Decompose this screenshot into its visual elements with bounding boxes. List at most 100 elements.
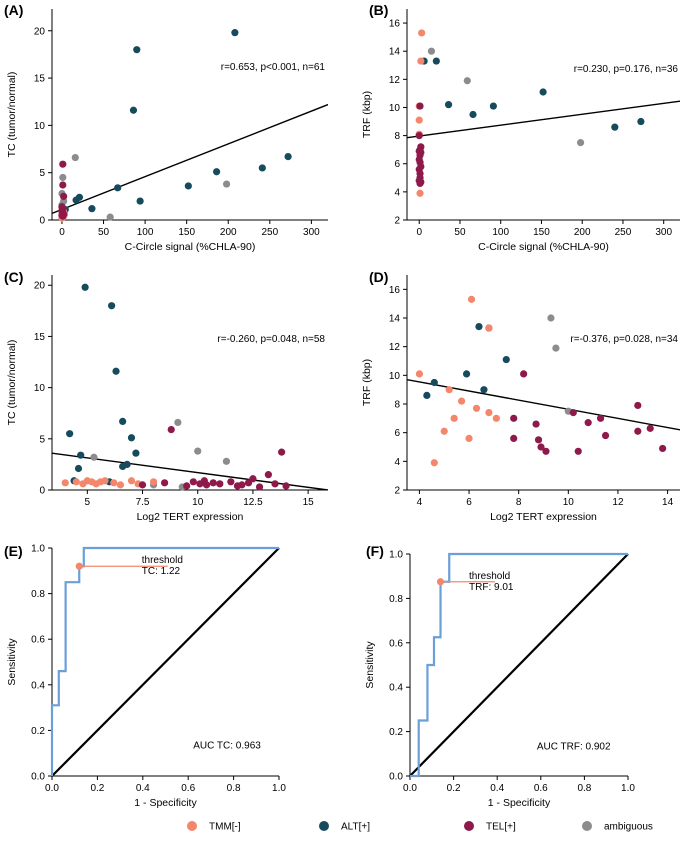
legend-marker [464, 821, 474, 831]
x-tick-label: 300 [655, 227, 672, 238]
point-tmm [116, 481, 125, 489]
point-ambiguous [463, 77, 471, 85]
legend-item-ambiguous: ambiguous [582, 821, 653, 833]
point-tmm [440, 427, 448, 435]
x-tick-label: 10 [192, 497, 204, 508]
point-tel [255, 483, 264, 491]
point-tel [596, 414, 605, 422]
regression-line [407, 378, 680, 431]
point-tel [646, 424, 654, 432]
x-tick-label: 10 [563, 497, 575, 508]
x-tick-label: 100 [137, 227, 154, 238]
y-tick-label: 0.4 [389, 683, 403, 694]
point-tmm [415, 370, 424, 378]
point-ambiguous [174, 418, 182, 427]
y-tick-label: 0.6 [31, 635, 45, 646]
point-alt [430, 378, 438, 387]
y-tick-label: 16 [389, 285, 401, 296]
threshold-value: TC: 1.22 [142, 566, 181, 577]
point-alt [469, 110, 477, 119]
roc-curve [50, 546, 279, 776]
point-tel [59, 160, 67, 168]
point-alt [462, 370, 471, 378]
point-ambiguous [547, 314, 555, 322]
y-tick-label: 0.2 [389, 727, 403, 738]
panel-label: (D) [369, 269, 388, 285]
legend-marker [319, 821, 329, 831]
point-alt [88, 205, 96, 213]
point-tmm [445, 386, 453, 394]
panel-label: (C) [4, 269, 23, 285]
point-tel [244, 479, 253, 487]
point-tel [189, 478, 197, 486]
point-alt [123, 460, 131, 469]
y-tick-label: 0 [39, 486, 45, 497]
point-tmm [430, 459, 438, 467]
point-ambiguous [427, 47, 436, 55]
y-tick-label: 4 [394, 457, 400, 468]
x-axis-label: 1 - Specificity [134, 797, 197, 809]
point-alt [133, 46, 141, 54]
y-tick-label: 10 [34, 383, 46, 394]
y-tick-label: 8 [394, 400, 400, 411]
point-tel [161, 479, 169, 487]
point-ambiguous [106, 213, 114, 221]
point-alt [112, 367, 120, 375]
y-tick-label: 0 [39, 216, 45, 227]
y-tick-label: 0.2 [31, 726, 45, 737]
point-tel [233, 482, 242, 490]
x-tick-label: 8 [516, 497, 522, 508]
x-tick-label: 200 [220, 227, 237, 238]
y-tick-label: 8 [394, 131, 400, 142]
stats-annotation: r=-0.376, p=0.028, n=34 [570, 334, 678, 345]
regression-line [407, 100, 680, 139]
y-tick-label: 20 [34, 281, 46, 292]
point-tmm [110, 479, 118, 487]
point-alt [127, 434, 136, 442]
y-axis-label: Sensitivity [6, 638, 18, 686]
y-tick-label: 4 [394, 187, 400, 198]
y-tick-label: 0.8 [389, 594, 403, 605]
threshold-point [75, 562, 83, 570]
point-tel [209, 479, 217, 487]
point-tel [520, 370, 528, 378]
point-tel [183, 482, 191, 490]
x-axis-label: C-Circle signal (%CHLA-90) [478, 241, 609, 253]
point-tmm [467, 295, 476, 303]
y-tick-label: 15 [34, 74, 46, 85]
x-tick-label: 6 [466, 497, 472, 508]
x-tick-label: 0.2 [447, 783, 461, 794]
point-tmm [418, 29, 426, 37]
x-tick-label: 12 [612, 497, 624, 508]
point-tmm [149, 478, 158, 486]
y-tick-label: 0.0 [31, 772, 45, 783]
point-tmm [127, 477, 136, 485]
point-tmm [450, 414, 458, 422]
y-axis-label: TRF (kbp) [361, 91, 373, 138]
point-alt [539, 88, 547, 96]
point-tmm [72, 478, 80, 486]
panel-c: (C) 5 7.5 10 12.5 15 0 5 10 15 20 Log2 TERT express… [4, 269, 328, 523]
point-tel [532, 420, 540, 428]
panel-label: (F) [366, 543, 384, 559]
x-tick-label: 0.6 [181, 783, 195, 794]
x-tick-label: 4 [417, 497, 423, 508]
point-tel [542, 447, 550, 455]
point-tmm [61, 479, 69, 487]
point-tel [659, 444, 667, 453]
x-tick-label: 5 [85, 497, 91, 508]
x-tick-label: 0.8 [227, 783, 241, 794]
point-tel [271, 480, 279, 488]
point-tel [634, 427, 642, 435]
x-tick-label: 150 [178, 227, 195, 238]
point-tmm [485, 324, 493, 332]
point-alt [611, 123, 619, 131]
y-tick-label: 0.4 [31, 680, 45, 691]
x-tick-label: 50 [98, 227, 110, 238]
x-tick-label: 0.6 [534, 783, 548, 794]
point-tel [416, 102, 424, 110]
point-tel [510, 434, 518, 442]
point-ambiguous [552, 344, 560, 352]
legend-item-tel: TEL[+] [464, 821, 516, 833]
x-tick-label: 14 [662, 497, 674, 508]
